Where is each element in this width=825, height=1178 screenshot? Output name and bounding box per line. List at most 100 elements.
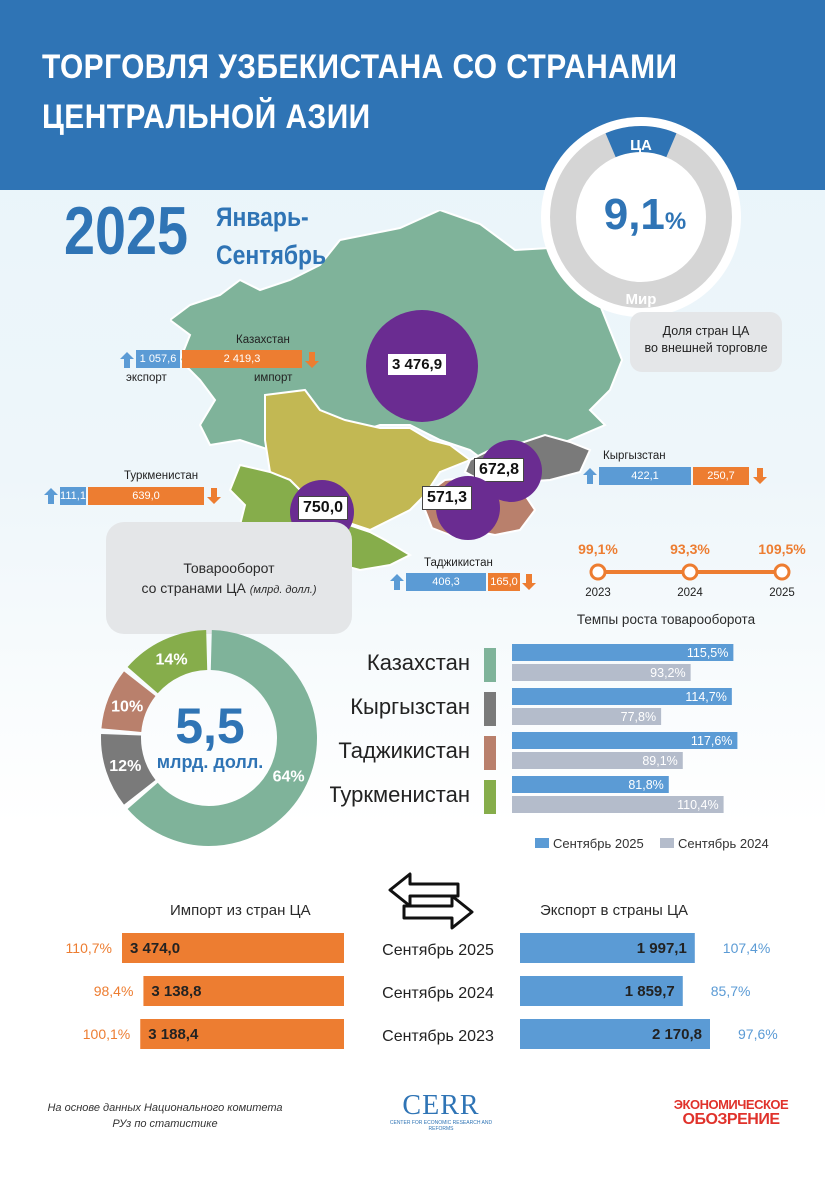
share-donut: ЦА Мир: [541, 117, 741, 317]
eo-logo: ЭКОНОМИЧЕСКОЕ ОБОЗРЕНИЕ: [666, 1098, 796, 1128]
kg-import-arrow-icon: [753, 468, 767, 484]
tj-import-bar: 165,0: [488, 573, 520, 591]
legend-2025-swatch: [535, 838, 549, 848]
kazakhstan-total: 3 476,9: [388, 354, 447, 375]
export-bar: [520, 976, 683, 1006]
period-label: Сентябрь 2024: [382, 985, 494, 1002]
donut-segment-label: 12%: [109, 758, 141, 775]
turnover-line1: Товарооборот: [183, 560, 275, 576]
period-label: Сентябрь 2025: [382, 942, 494, 959]
kz-import-bar: 2 419,3: [182, 350, 302, 368]
growth-point-value: 99,1%: [578, 541, 618, 557]
year-label: 2025: [64, 193, 189, 269]
kyrgyzstan-name: Кыргызстан: [603, 450, 666, 462]
kz-import-label: импорт: [254, 372, 293, 384]
period-label: Январь- Сентябрь: [216, 198, 326, 274]
share-world-label: Мир: [626, 291, 657, 308]
legend-2024-swatch: [660, 838, 674, 848]
donut-center-unit: млрд. долл.: [156, 752, 264, 772]
growth-point-year: 2024: [677, 587, 703, 599]
donut-segment: [101, 734, 156, 805]
tj-export-arrow-icon: [390, 574, 404, 590]
growth-bar: [512, 644, 734, 661]
export-bar: [520, 1019, 710, 1049]
growth-point-year: 2023: [585, 587, 611, 599]
kg-export-arrow-icon: [583, 468, 597, 484]
kg-import-bar: 250,7: [693, 467, 749, 485]
eo-logo-line1: ЭКОНОМИЧЕСКОЕ: [673, 1097, 789, 1112]
eo-logo-line2: ОБОЗРЕНИЕ: [682, 1111, 780, 1128]
donut-center-value: 5,5: [175, 698, 245, 754]
import-bar: [143, 976, 344, 1006]
share-value: 9,1: [603, 190, 665, 239]
share-unit: %: [664, 208, 687, 235]
growth-bar: [512, 708, 662, 725]
export-title: Экспорт в страны ЦА: [540, 902, 689, 919]
tm-export-arrow-icon: [44, 488, 58, 504]
growth-bar-label: 81,8%: [628, 778, 663, 792]
export-growth: 85,7%: [711, 983, 751, 999]
country-swatch: [484, 692, 496, 726]
import-title: Импорт из стран ЦА: [170, 902, 311, 919]
country-swatch: [484, 648, 496, 682]
growth-bar: [512, 752, 683, 769]
swap-arrows-icon: [388, 872, 474, 930]
tj-export-bar: 406,3: [406, 573, 486, 591]
cerr-logo-text: CERR: [402, 1090, 480, 1121]
export-bar: [520, 933, 695, 963]
growth-bar: [512, 732, 738, 749]
growth-bar-label: 117,6%: [691, 734, 732, 748]
growth-bar-label: 89,1%: [642, 754, 677, 768]
kz-export-arrow-icon: [120, 352, 134, 368]
import-bar-label: 3 138,8: [151, 983, 201, 1000]
country-label: Казахстан: [367, 650, 470, 675]
donut-segment-label: 10%: [111, 699, 143, 716]
kz-export-label: экспорт: [126, 372, 167, 384]
share-caption-line2: во внешней торговле: [644, 341, 768, 355]
export-bar-label: 2 170,8: [652, 1026, 702, 1043]
country-label: Кыргызстан: [350, 694, 470, 719]
share-value-wrap: 9,1%: [575, 190, 715, 240]
country-label: Таджикистан: [338, 738, 470, 763]
turkmenistan-total: 750,0: [298, 496, 349, 520]
turnover-line2-wrap: со странами ЦА (млрд. долл.): [106, 580, 352, 596]
growth-point-value: 109,5%: [758, 541, 806, 557]
period-line2: Сентябрь: [216, 240, 327, 270]
turnover-donut: 64% 12% 10% 14%: [101, 630, 317, 846]
donut-segment-label: 64%: [273, 768, 305, 785]
country-growth-chart: Казахстан 115,5% 93,2% Кыргызстан 114,7% 77,8…: [328, 640, 825, 840]
share-caption-line1: Доля стран ЦА: [662, 324, 750, 338]
turkmenistan-name: Туркменистан: [124, 470, 199, 482]
growth-point-year: 2025: [769, 587, 795, 599]
import-growth: 98,4%: [94, 983, 134, 999]
growth-point-value: 93,3%: [670, 541, 710, 557]
growth-bar: [512, 776, 669, 793]
kz-import-arrow-icon: [305, 352, 319, 368]
growth-bar: [512, 688, 732, 705]
donut-segment-label: 14%: [156, 651, 188, 668]
country-swatch: [484, 736, 496, 770]
growth-line-chart: 99,1% 2023 93,3% 2024 109,5% 2025: [578, 541, 806, 599]
tm-import-bar: 639,0: [88, 487, 204, 505]
legend-2024-label: Сентябрь 2024: [678, 836, 769, 851]
turnover-line2: со странами ЦА: [141, 580, 246, 596]
share-donut-ca: [605, 126, 677, 158]
export-growth: 107,4%: [723, 940, 770, 956]
growth-bar: [512, 664, 691, 681]
page-title-line1: ТОРГОВЛЯ УЗБЕКИСТАНА СО СТРАНАМИ: [42, 48, 678, 86]
cerr-logo-sub: CENTER FOR ECONOMIC RESEARCH AND REFORMS: [389, 1120, 493, 1132]
growth-point: [681, 563, 699, 581]
share-ca-label: ЦА: [630, 137, 652, 154]
kg-export-bar: 422,1: [599, 467, 691, 485]
period-label: Сентябрь 2023: [382, 1028, 494, 1045]
import-growth: 100,1%: [83, 1026, 130, 1042]
turnover-caption-box: Товарооборот со странами ЦА (млрд. долл.…: [106, 522, 352, 634]
tj-import-arrow-icon: [522, 574, 536, 590]
kz-export-bar: 1 057,6: [136, 350, 180, 368]
growth-bar-label: 115,5%: [687, 646, 728, 660]
country-swatch: [484, 780, 496, 814]
donut-center: 5,5 млрд. долл.: [110, 700, 310, 773]
growth-title: Темпы роста товарооборота: [576, 612, 756, 627]
turnover-unit: (млрд. долл.): [249, 584, 317, 596]
import-bar-label: 3 474,0: [130, 940, 180, 957]
